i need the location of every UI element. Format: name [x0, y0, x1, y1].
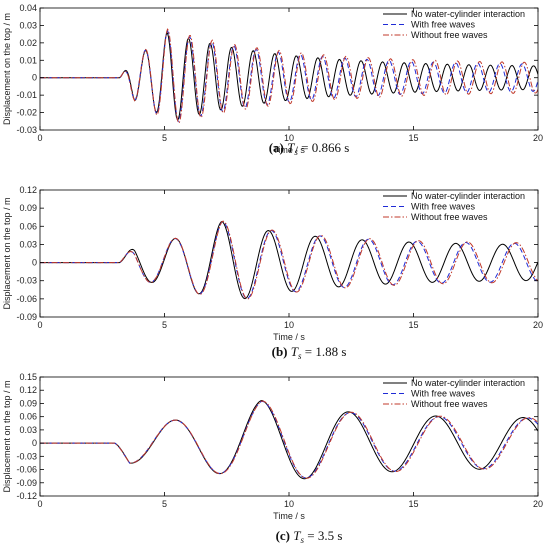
y-tick-label: 0.03 [19, 239, 37, 249]
caption-label: (c) [276, 528, 294, 543]
caption-label: (a) [269, 140, 287, 155]
legend-entry-label: Without free waves [411, 399, 488, 409]
y-tick-label: -0.09 [16, 312, 37, 322]
series-line-with_free_waves [40, 400, 538, 479]
x-axis-label: Time / s [273, 332, 305, 342]
x-tick-label: 15 [408, 499, 418, 509]
x-tick-label: 15 [408, 133, 418, 143]
legend-entry-label: No water-cylinder interaction [411, 378, 525, 388]
x-tick-label: 0 [37, 133, 42, 143]
y-tick-label: -0.02 [16, 108, 37, 118]
x-tick-label: 20 [533, 320, 543, 330]
y-tick-label: 0.03 [19, 20, 37, 30]
x-tick-label: 0 [37, 320, 42, 330]
y-tick-label: 0.01 [19, 55, 37, 65]
legend-entry-label: With free waves [411, 20, 476, 30]
chart-panel-c: 0 5 10 15 20 -0.12 -0.09 -0.06 -0.03 0 0.03 0.06 0.0… [2, 372, 543, 545]
legend-entry-label: Without free waves [411, 212, 488, 222]
y-tick-label: 0.06 [19, 412, 37, 422]
panel-caption: (c) Ts = 3.5 s [276, 528, 343, 545]
y-tick-label: 0.02 [19, 38, 37, 48]
x-tick-label: 10 [284, 133, 294, 143]
y-tick-label: 0.06 [19, 221, 37, 231]
y-tick-label: -0.03 [16, 451, 37, 461]
y-tick-label: 0.09 [19, 398, 37, 408]
x-axis-label: Time / s [273, 511, 305, 521]
series-line-without_free_waves [40, 400, 538, 479]
x-axis-label: Time / s [273, 145, 305, 155]
panel-caption: (a) Ts = 0.866 s [269, 140, 350, 157]
caption-value: = 0.866 s [298, 140, 349, 155]
y-tick-label: 0.09 [19, 203, 37, 213]
x-tick-label: 5 [162, 320, 167, 330]
x-tick-label: 20 [533, 133, 543, 143]
series-line-with_free_waves [40, 221, 538, 299]
caption-subscript: s [298, 351, 302, 361]
legend-entry-label: No water-cylinder interaction [411, 191, 525, 201]
series-line-no_interaction [40, 399, 538, 480]
chart-panel-b: 0 5 10 15 20 -0.09 -0.06 -0.03 0 0.03 0.06 0.09 0.12… [2, 185, 543, 361]
y-tick-label: -0.06 [16, 294, 37, 304]
caption-symbol: T [293, 528, 301, 543]
y-tick-label: -0.03 [16, 276, 37, 286]
caption-value: = 3.5 s [304, 528, 342, 543]
x-tick-label: 0 [37, 499, 42, 509]
panel-caption: (b) Ts = 1.88 s [272, 344, 347, 361]
caption-symbol: T [291, 344, 299, 359]
x-tick-label: 10 [284, 320, 294, 330]
y-axis-label: Displacement on the top / m [2, 13, 12, 125]
y-tick-label: 0 [32, 73, 37, 83]
series-line-with_free_waves [40, 29, 538, 123]
caption-subscript: s [294, 147, 298, 157]
legend-entry-label: Without free waves [411, 30, 488, 40]
y-tick-label: 0.12 [19, 385, 37, 395]
y-tick-label: 0 [32, 258, 37, 268]
legend-entry-label: No water-cylinder interaction [411, 9, 525, 19]
y-tick-label: 0.15 [19, 372, 37, 382]
caption-symbol: T [287, 140, 295, 155]
y-tick-label: -0.06 [16, 465, 37, 475]
x-tick-label: 10 [284, 499, 294, 509]
x-tick-label: 5 [162, 133, 167, 143]
series-line-no_interaction [40, 221, 538, 300]
y-tick-label: 0.03 [19, 425, 37, 435]
chart-panel-a: 0 5 10 15 20 -0.03 -0.02 -0.01 0 0.01 0.02 0.03 0.04… [2, 3, 543, 157]
series-line-without_free_waves [40, 220, 538, 300]
y-tick-label: 0.04 [19, 3, 37, 13]
caption-subscript: s [301, 535, 305, 545]
caption-value: = 1.88 s [302, 344, 347, 359]
y-tick-label: 0 [32, 438, 37, 448]
series-line-without_free_waves [40, 28, 538, 124]
legend-entry-label: With free waves [411, 389, 476, 399]
y-tick-label: -0.03 [16, 125, 37, 135]
y-tick-label: -0.09 [16, 478, 37, 488]
y-axis-label: Displacement on the top / m [2, 197, 12, 309]
legend-entry-label: With free waves [411, 202, 476, 212]
x-tick-label: 5 [162, 499, 167, 509]
y-tick-label: -0.12 [16, 491, 37, 501]
x-tick-label: 15 [408, 320, 418, 330]
series-line-no_interaction [40, 32, 538, 121]
x-tick-label: 20 [533, 499, 543, 509]
y-axis-label: Displacement on the top / m [2, 380, 12, 492]
y-tick-label: -0.01 [16, 90, 37, 100]
caption-label: (b) [272, 344, 291, 359]
y-tick-label: 0.12 [19, 185, 37, 195]
